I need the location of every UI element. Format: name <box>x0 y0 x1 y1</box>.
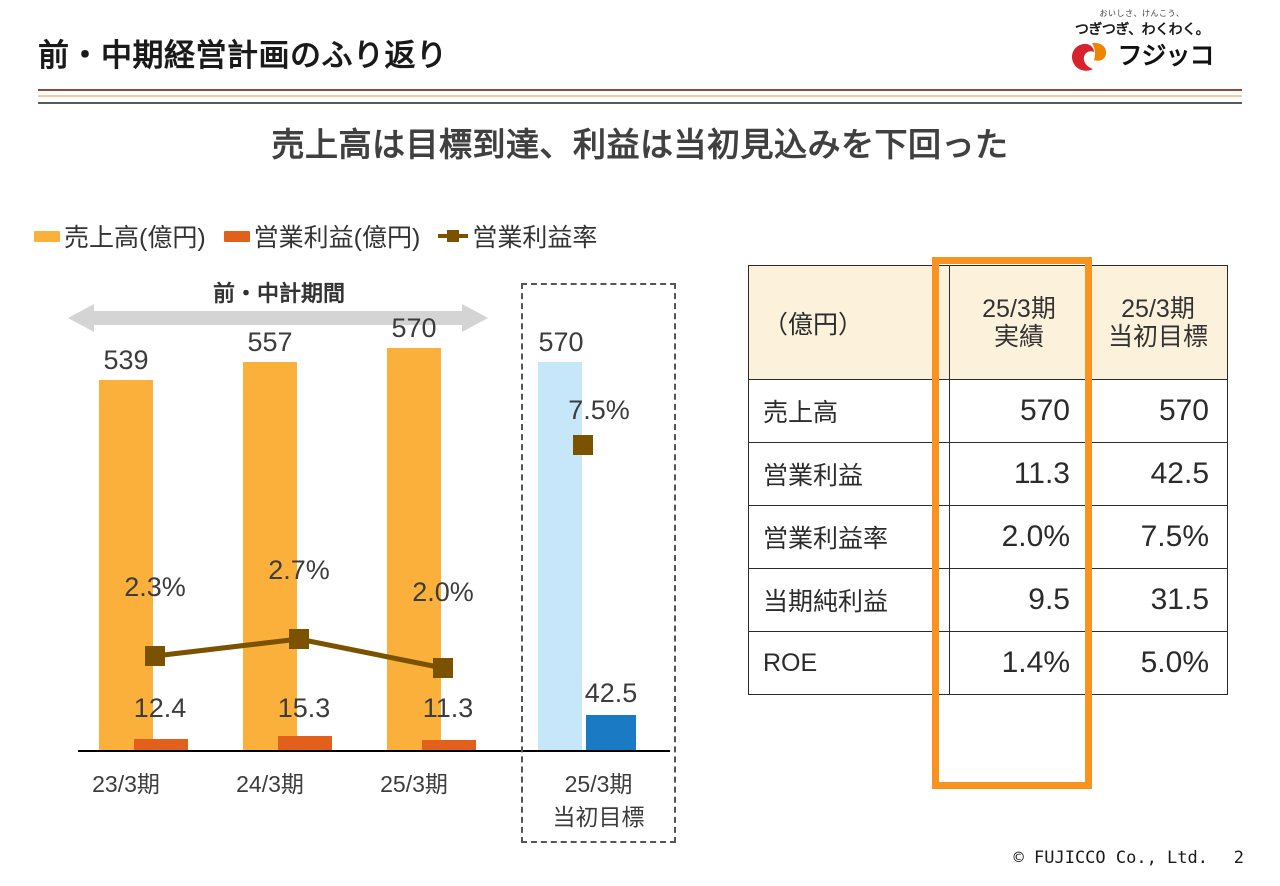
logo-tagline-main: つぎつぎ、わくわく。 <box>1074 21 1210 37</box>
period-range-arrow-icon <box>68 304 488 332</box>
bar-value-profit-1: 15.3 <box>277 693 331 723</box>
axis-label-target-line2: 当初目標 <box>552 804 645 830</box>
chart-baseline-axis <box>78 750 658 752</box>
legend-item-operating-profit: 営業利益(億円) <box>223 218 421 254</box>
legend-item-sales: 売上高(億円) <box>34 218 206 254</box>
legend-swatch-operating-margin-icon <box>438 230 469 242</box>
bar-sales-2 <box>387 348 441 750</box>
row-target-roe: 5.0% <box>1088 631 1228 695</box>
target-margin-marker-group <box>573 435 593 455</box>
row-target-operating-profit: 42.5 <box>1088 442 1228 506</box>
fujicco-logo: おいしさ、けんこう、 つぎつぎ、わくわく。 フジッコ <box>1044 8 1240 82</box>
row-label-roe: ROE <box>748 631 950 695</box>
legend-item-operating-margin: 営業利益率 <box>438 218 597 254</box>
line-marker-target <box>573 435 593 455</box>
table-row: 売上高 570 570 <box>748 379 1228 443</box>
target-baseline-axis <box>527 750 670 752</box>
footer-page-number: 2 <box>1233 848 1244 868</box>
bar-profit-2 <box>422 740 476 750</box>
legend-swatch-sales-icon <box>34 230 60 242</box>
row-actual-operating-margin: 2.0% <box>949 505 1089 569</box>
bar-value-sales-1: 557 <box>247 327 293 357</box>
table-header-target: 25/3期 当初目標 <box>1088 265 1228 380</box>
header-divider-top <box>38 89 1242 91</box>
logo-tagline-small: おいしさ、けんこう、 <box>1099 9 1185 18</box>
table-header-row: （億円） 25/3期 実績 25/3期 当初目標 <box>748 265 1228 380</box>
line-marker-2 <box>433 658 453 678</box>
line-value-margin-2: 2.0% <box>412 577 474 607</box>
table-header-actual: 25/3期 実績 <box>949 265 1089 380</box>
legend-swatch-operating-profit-icon <box>223 230 250 242</box>
row-target-net-income: 31.5 <box>1088 568 1228 632</box>
fujicco-leaf-icon <box>1072 42 1107 71</box>
bar-value-profit-0: 12.4 <box>133 693 187 723</box>
header-divider-middle <box>38 95 1242 97</box>
row-label-revenue: 売上高 <box>748 379 950 443</box>
table-row: 営業利益率 2.0% 7.5% <box>748 505 1228 569</box>
table-header-unit: （億円） <box>748 265 950 380</box>
table-header-actual-line1: 25/3期 <box>982 294 1056 323</box>
row-label-operating-profit: 営業利益 <box>748 442 950 506</box>
row-label-operating-margin: 営業利益率 <box>748 505 950 569</box>
table-header-actual-line2: 実績 <box>993 322 1044 351</box>
row-target-operating-margin: 7.5% <box>1088 505 1228 569</box>
bar-profit-1 <box>278 736 332 750</box>
bar-profit-0 <box>134 739 188 750</box>
legend-label-operating-margin: 営業利益率 <box>472 224 598 252</box>
axis-label-category-1: 24/3期 <box>236 771 304 797</box>
axis-label-target-line1: 25/3期 <box>564 771 633 797</box>
table-row: ROE 1.4% 5.0% <box>748 631 1228 695</box>
row-actual-net-income: 9.5 <box>949 568 1089 632</box>
bar-sales-target <box>538 362 582 750</box>
period-bracket-label: 前・中計期間 <box>212 281 345 306</box>
table-row: 当期純利益 9.5 31.5 <box>748 568 1228 632</box>
row-target-revenue: 570 <box>1088 379 1228 443</box>
legend-label-sales: 売上高(億円) <box>64 224 206 252</box>
table-header-target-line1: 25/3期 <box>1121 294 1195 323</box>
axis-label-category-0: 23/3期 <box>92 771 160 797</box>
bar-sales-0 <box>99 380 153 750</box>
page-title: 前・中期経営計画のふり返り <box>38 38 448 73</box>
target-panel-outline <box>521 283 676 843</box>
row-label-net-income: 当期純利益 <box>748 568 950 632</box>
row-actual-revenue: 570 <box>949 379 1089 443</box>
slide-subtitle: 売上高は目標到達、利益は当初見込みを下回った <box>271 126 1009 163</box>
line-marker-0 <box>145 646 165 666</box>
bar-value-profit-2: 11.3 <box>422 693 474 723</box>
axis-label-category-2: 25/3期 <box>380 771 448 797</box>
bar-sales-1 <box>243 362 297 750</box>
line-value-margin-target: 7.5% <box>568 395 630 425</box>
bar-profit-target <box>586 715 636 750</box>
footer-copyright: © FUJICCO Co., Ltd. <box>1013 848 1208 868</box>
line-value-margin-1: 2.7% <box>268 555 330 585</box>
header-divider-bottom <box>38 102 1242 104</box>
chart-legend: 売上高(億円) 営業利益(億円) 営業利益率 <box>34 218 597 254</box>
legend-label-operating-profit: 営業利益(億円) <box>253 224 421 252</box>
metrics-table: （億円） 25/3期 実績 25/3期 当初目標 売上高 570 570 営業利… <box>748 265 1228 695</box>
line-marker-1 <box>289 629 309 649</box>
line-value-margin-0: 2.3% <box>124 572 186 602</box>
table-header-target-line2: 当初目標 <box>1107 322 1208 351</box>
operating-margin-line-series <box>145 629 453 678</box>
bar-value-profit-target: 42.5 <box>584 678 638 708</box>
table-row: 営業利益 11.3 42.5 <box>748 442 1228 506</box>
bar-value-sales-2: 570 <box>391 313 437 343</box>
logo-wordmark: フジッコ <box>1117 42 1214 71</box>
combo-chart: 前・中計期間 539 12.4 557 15.3 570 11.3 2.3% 2… <box>0 270 720 850</box>
row-actual-operating-profit: 11.3 <box>949 442 1089 506</box>
row-actual-roe: 1.4% <box>949 631 1089 695</box>
bar-value-sales-target: 570 <box>538 327 584 357</box>
bar-value-sales-0: 539 <box>103 345 149 375</box>
